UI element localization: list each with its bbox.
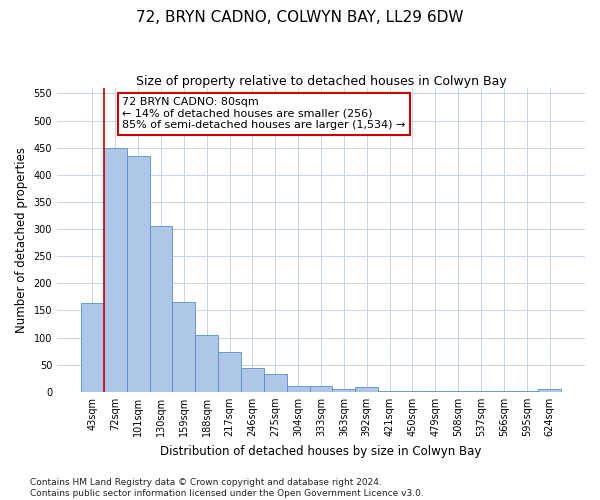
Bar	[127, 156, 149, 392]
Bar	[310, 386, 332, 392]
Bar	[104, 148, 127, 392]
Bar	[401, 390, 424, 392]
Bar	[149, 226, 172, 392]
Bar	[241, 368, 264, 392]
Bar	[81, 304, 104, 392]
Bar	[172, 302, 196, 392]
Text: 72, BRYN CADNO, COLWYN BAY, LL29 6DW: 72, BRYN CADNO, COLWYN BAY, LL29 6DW	[136, 10, 464, 25]
Y-axis label: Number of detached properties: Number of detached properties	[15, 147, 28, 333]
Bar	[196, 335, 218, 392]
Text: 72 BRYN CADNO: 80sqm
← 14% of detached houses are smaller (256)
85% of semi-deta: 72 BRYN CADNO: 80sqm ← 14% of detached h…	[122, 97, 406, 130]
Bar	[287, 386, 310, 392]
Text: Contains HM Land Registry data © Crown copyright and database right 2024.
Contai: Contains HM Land Registry data © Crown c…	[30, 478, 424, 498]
Bar	[355, 387, 378, 392]
Title: Size of property relative to detached houses in Colwyn Bay: Size of property relative to detached ho…	[136, 75, 506, 88]
Bar	[538, 389, 561, 392]
X-axis label: Distribution of detached houses by size in Colwyn Bay: Distribution of detached houses by size …	[160, 444, 482, 458]
Bar	[332, 389, 355, 392]
Bar	[264, 374, 287, 392]
Bar	[218, 352, 241, 392]
Bar	[378, 390, 401, 392]
